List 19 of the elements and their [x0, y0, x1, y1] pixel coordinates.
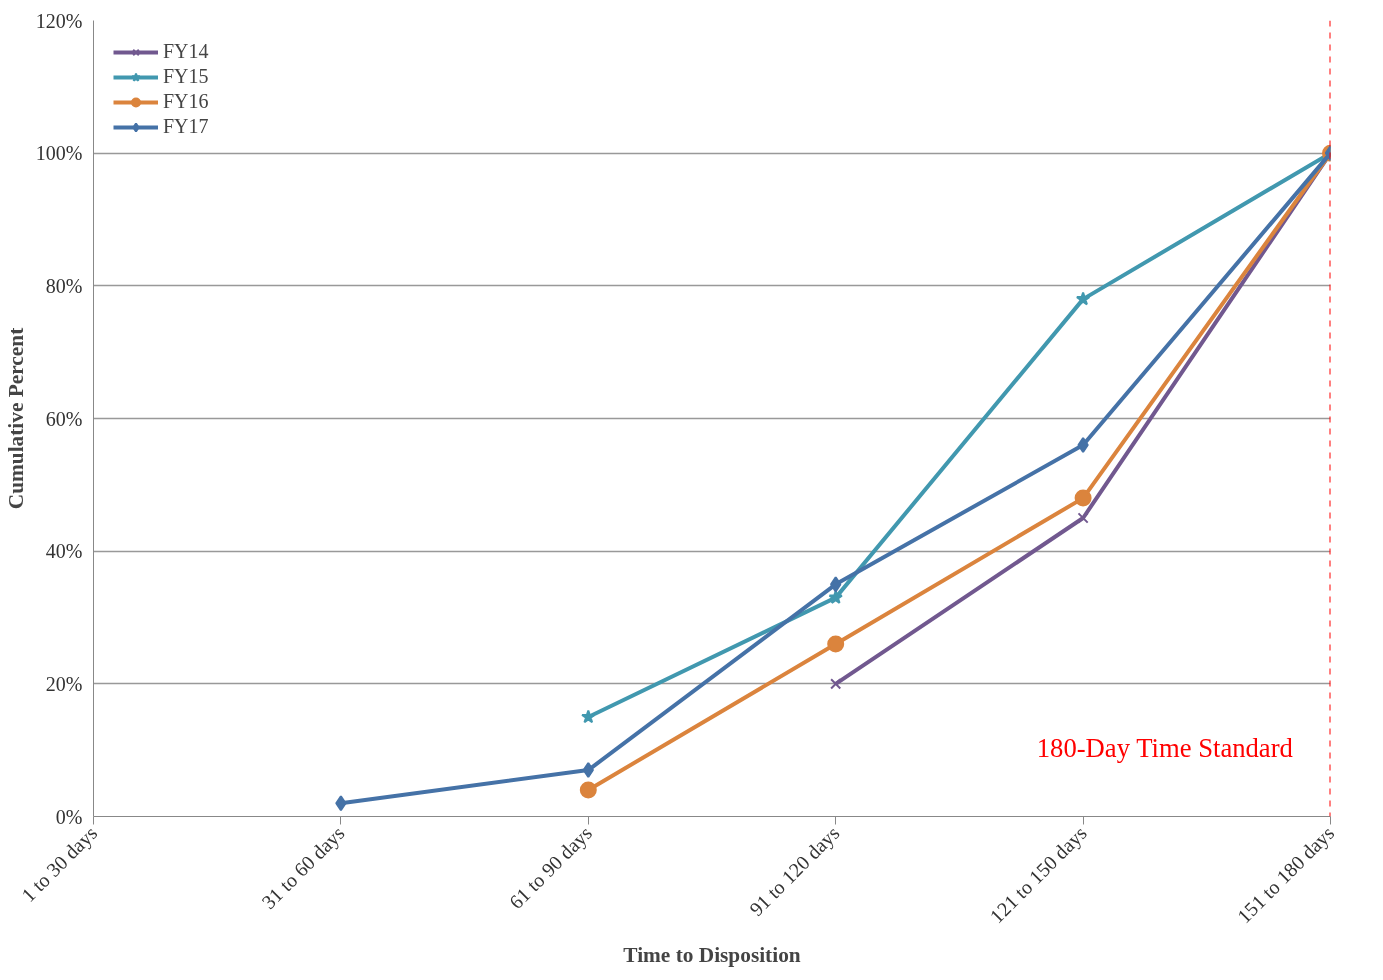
legend-label: FY14: [163, 40, 209, 63]
x-tick-label: 151 to 180 days: [1232, 821, 1340, 928]
y-axis-title: Cumulative Percent: [3, 326, 28, 510]
y-tick-label: 20%: [45, 672, 83, 695]
x-tick-label: 91 to 120 days: [745, 821, 845, 921]
legend-label: FY16: [163, 90, 209, 113]
x-axis-title: Time to Disposition: [623, 943, 801, 968]
legend-label: FY17: [163, 115, 209, 138]
legend-label: FY15: [163, 65, 209, 88]
y-tick-label: 60%: [45, 407, 83, 430]
y-tick-label: 40%: [45, 540, 83, 563]
y-tick-label: 0%: [55, 805, 83, 828]
y-tick-label: 100%: [35, 142, 83, 165]
x-tick-label: 121 to 150 days: [985, 821, 1092, 928]
x-tick-label: 31 to 60 days: [257, 821, 350, 914]
y-tick-label: 80%: [45, 274, 83, 297]
ref-line-label: 180-Day Time Standard: [1036, 733, 1293, 764]
y-tick-label: 120%: [35, 9, 83, 32]
x-tick-label: 61 to 90 days: [504, 821, 597, 914]
